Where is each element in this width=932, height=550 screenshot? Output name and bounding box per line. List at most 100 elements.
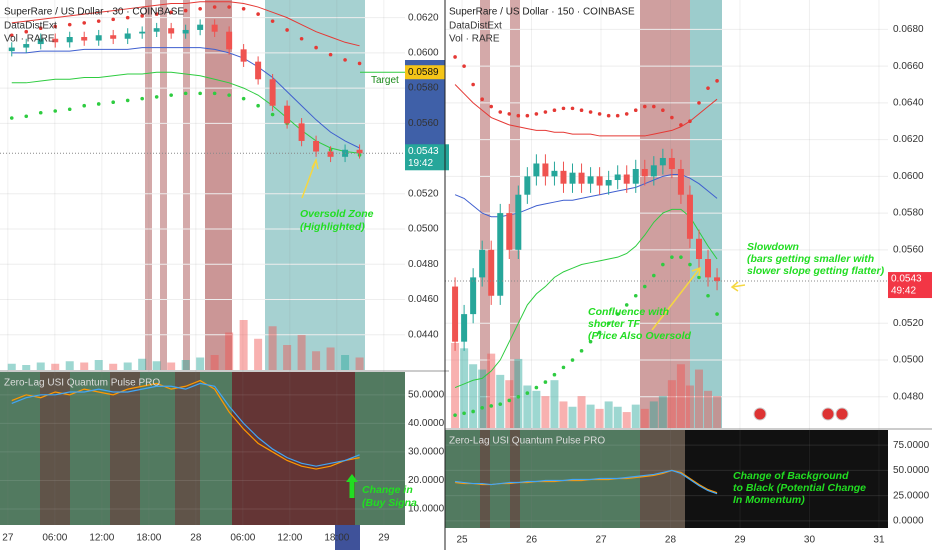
- candle-body: [551, 170, 558, 177]
- volume-bar: [297, 335, 306, 370]
- band-dot: [652, 104, 656, 109]
- candle-body: [356, 149, 363, 154]
- candle-body: [110, 35, 117, 39]
- volume-bar: [532, 390, 541, 428]
- candle-body: [488, 249, 495, 296]
- candle-body: [560, 170, 567, 184]
- band-dot: [169, 93, 173, 97]
- candle-body: [578, 172, 585, 184]
- volume-bar: [225, 332, 234, 370]
- y-tick-label: 0.0500: [893, 355, 924, 366]
- x-tick-label: 30: [804, 535, 816, 546]
- annotation: Slowdown: [747, 241, 799, 253]
- indicator-title: Zero-Lag USI Quantum Pulse PRO: [4, 378, 160, 389]
- volume-bar: [109, 363, 118, 370]
- annotation: Confluence with: [588, 306, 669, 318]
- candle-body: [66, 37, 73, 43]
- band-dot: [212, 5, 217, 9]
- band-dot: [679, 255, 683, 259]
- band-dot: [570, 358, 575, 362]
- y-tick-label: 50.0000: [893, 465, 930, 476]
- band-dot: [543, 380, 548, 384]
- candle-body: [542, 163, 549, 177]
- annotation: In Momentum): [733, 494, 805, 506]
- zone: [232, 372, 355, 525]
- chart-title: SuperRare / US Dollar · 150 · COINBASE: [449, 7, 635, 18]
- band-dot: [270, 112, 275, 117]
- volume-bar: [254, 338, 263, 370]
- x-tick-label: 06:00: [230, 533, 255, 544]
- band-dot: [534, 385, 539, 390]
- volume-bar: [326, 347, 335, 370]
- candle-body: [95, 35, 102, 41]
- band-dot: [38, 110, 43, 115]
- x-tick-label: 25: [456, 535, 468, 546]
- band-dot: [343, 58, 347, 62]
- band-dot: [314, 45, 318, 50]
- band-dot: [552, 372, 557, 377]
- candle-body: [255, 61, 262, 80]
- band-dot: [111, 100, 115, 104]
- candle-body: [23, 44, 30, 48]
- annotation: (bars getting smaller with: [747, 253, 874, 265]
- band-dot: [652, 273, 656, 278]
- band-dot: [489, 104, 494, 109]
- volume-bar: [613, 406, 622, 428]
- volume-bar: [577, 396, 586, 428]
- price-label: 0.0543: [408, 146, 439, 157]
- price-box: [888, 272, 932, 299]
- band-dot: [615, 113, 620, 118]
- band-dot: [111, 17, 115, 22]
- volume-bar: [559, 401, 568, 428]
- band-dot: [688, 119, 692, 124]
- band-dot: [169, 10, 173, 15]
- volume-bar: [550, 380, 559, 428]
- volume-bar: [268, 326, 277, 370]
- candle-body: [686, 194, 693, 239]
- band-dot: [588, 339, 593, 344]
- zone: [355, 372, 405, 525]
- candle-body: [497, 213, 504, 296]
- band-line: [454, 208, 718, 389]
- band-dot: [633, 293, 638, 298]
- volume-bar: [239, 320, 248, 370]
- y-tick-label: 0.0620: [893, 134, 924, 145]
- price-label: 0.0543: [891, 274, 922, 285]
- band-dot: [241, 7, 246, 11]
- candle-body: [641, 168, 648, 177]
- volume-bar: [713, 396, 722, 428]
- zone: [205, 0, 232, 370]
- band-dot: [697, 275, 701, 280]
- zone: [685, 430, 888, 528]
- price-box: [405, 144, 449, 171]
- band-dot: [53, 24, 58, 29]
- band-dot: [606, 113, 611, 118]
- volume-bar: [22, 365, 31, 370]
- candle-body: [284, 105, 291, 124]
- candle-body: [479, 249, 486, 278]
- band-dot: [96, 19, 101, 23]
- candle-body: [52, 38, 59, 43]
- volume-bar: [65, 361, 74, 370]
- band-dot: [507, 398, 512, 403]
- candle-body: [506, 213, 513, 250]
- countdown: 49:42: [891, 286, 916, 297]
- band-dot: [579, 108, 584, 113]
- band-dot: [462, 64, 466, 68]
- band-dot: [299, 36, 304, 41]
- annotation: Change of Background: [733, 470, 849, 482]
- band-dot: [597, 112, 602, 116]
- band-line: [454, 84, 718, 137]
- candle-body: [614, 174, 621, 181]
- y-tick-label: 0.0640: [893, 98, 924, 109]
- band-dot: [256, 103, 260, 108]
- candle-body: [153, 28, 160, 32]
- candle-body: [313, 140, 320, 152]
- band-dot: [570, 106, 575, 111]
- candle-body: [461, 314, 468, 342]
- band-dot: [498, 402, 503, 406]
- band-dot: [24, 114, 29, 119]
- band-dot: [642, 104, 647, 109]
- volume-bar: [667, 380, 676, 428]
